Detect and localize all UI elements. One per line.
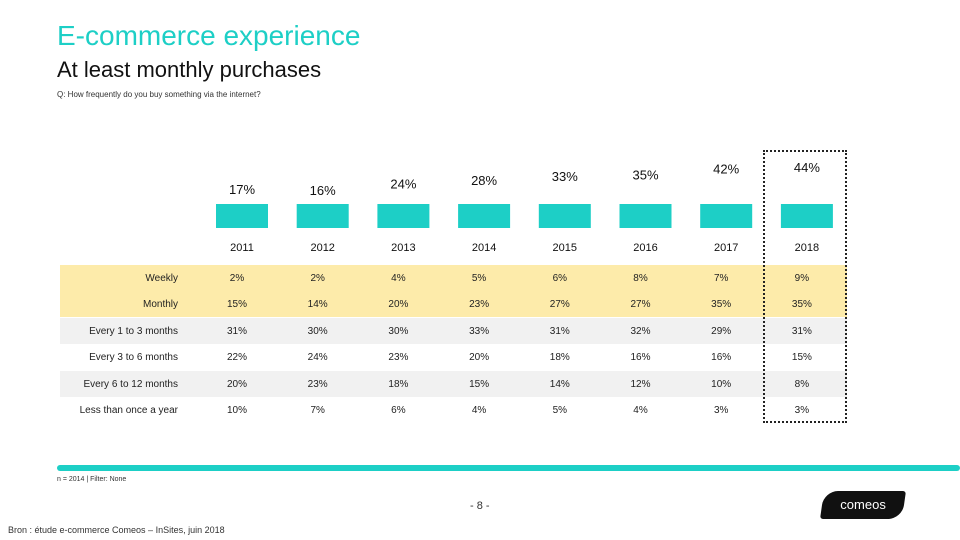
table-cell: 31% <box>549 325 570 337</box>
table-cell: 18% <box>388 378 409 390</box>
survey-question: Q: How frequently do you buy something v… <box>57 90 261 99</box>
table-cell: 8% <box>794 378 810 390</box>
table-cell: 15% <box>791 352 812 364</box>
table-cell: 14% <box>549 378 570 390</box>
year-label-2018: 2018 <box>795 242 819 254</box>
table-cell: 16% <box>630 352 651 364</box>
source-note: Bron : étude e-commerce Comeos – InSites… <box>8 525 225 535</box>
bar-value-label-2016: 35% <box>632 167 658 182</box>
table-cell: 3% <box>794 405 810 416</box>
table-cell: 7% <box>310 405 325 416</box>
bar-2017 <box>700 204 753 228</box>
footer-divider <box>57 465 960 471</box>
table-cell: 31% <box>791 325 812 337</box>
table-cell: 5% <box>471 273 487 284</box>
year-label-2011: 2011 <box>230 242 254 254</box>
row-label: Every 1 to 3 months <box>89 325 178 337</box>
bar-2016 <box>619 204 672 228</box>
table-cell: 20% <box>388 299 409 311</box>
table-cell: 4% <box>391 273 406 284</box>
bar-value-label-2018: 44% <box>794 160 820 175</box>
table-row <box>60 370 847 397</box>
bar-value-label-2013: 24% <box>390 176 416 191</box>
row-label: Every 6 to 12 months <box>83 378 179 390</box>
row-label: Every 3 to 6 months <box>89 352 178 364</box>
table-cell: 23% <box>388 352 409 364</box>
table-cell: 10% <box>711 378 732 390</box>
highlight-2018-box <box>763 150 847 423</box>
table-cell: 33% <box>469 325 490 337</box>
table-cell: 10% <box>226 405 248 416</box>
table-cell: 6% <box>552 273 568 284</box>
year-label-2017: 2017 <box>714 242 738 254</box>
table-cell: 9% <box>794 273 810 284</box>
row-label: Weekly <box>145 273 178 284</box>
table-cell: 35% <box>711 299 732 311</box>
bar-value-label-2017: 42% <box>713 162 739 177</box>
page-title: E-commerce experience <box>57 20 361 51</box>
table-cell: 27% <box>630 299 651 311</box>
table-cell: 7% <box>713 273 729 284</box>
bar-value-label-2011: 17% <box>229 182 255 197</box>
table-cell: 32% <box>630 325 651 337</box>
bar-2011 <box>216 204 268 228</box>
table-cell: 30% <box>307 325 328 337</box>
year-label-2014: 2014 <box>472 242 496 254</box>
table-cell: 15% <box>469 378 490 390</box>
bar-value-label-2014: 28% <box>471 173 497 188</box>
table-cell: 30% <box>388 325 409 337</box>
table-row <box>60 344 847 371</box>
table-cell: 2% <box>310 273 325 284</box>
year-label-2016: 2016 <box>633 242 657 254</box>
table-cell: 14% <box>307 299 328 311</box>
year-label-2015: 2015 <box>553 242 577 254</box>
table-cell: 29% <box>711 325 732 337</box>
table-cell: 8% <box>633 273 648 284</box>
table-cell: 27% <box>549 299 570 311</box>
table-row <box>60 317 847 344</box>
table-cell: 20% <box>226 378 248 390</box>
table-cell: 4% <box>471 405 487 416</box>
bar-value-label-2012: 16% <box>310 183 336 198</box>
bar-2018 <box>780 204 833 228</box>
table-row <box>60 265 847 291</box>
table-cell: 24% <box>307 352 328 364</box>
page-subtitle: At least monthly purchases <box>57 57 322 82</box>
bar-2015 <box>538 204 591 228</box>
table-row <box>60 397 847 423</box>
bar-value-label-2015: 33% <box>552 169 578 184</box>
row-label: Monthly <box>142 299 178 311</box>
table-cell: 16% <box>711 352 732 364</box>
logo-text: comeos <box>840 497 886 512</box>
year-label-2013: 2013 <box>391 242 415 254</box>
page-number: - 8 - <box>470 500 490 512</box>
table-cell: 2% <box>229 273 245 284</box>
table-cell: 12% <box>630 378 651 390</box>
table-cell: 18% <box>549 352 570 364</box>
bar-2014 <box>458 204 511 228</box>
table-cell: 35% <box>791 299 812 311</box>
table-cell: 6% <box>391 405 406 416</box>
table-cell: 22% <box>226 352 248 364</box>
year-label-2012: 2012 <box>310 242 334 254</box>
table-cell: 23% <box>469 299 490 311</box>
bar-2012 <box>296 204 349 228</box>
footnote: n = 2014 | Filter: None <box>57 476 127 483</box>
table-cell: 15% <box>226 299 248 311</box>
table-cell: 31% <box>226 325 248 337</box>
comeos-logo: comeos <box>820 491 906 519</box>
table-cell: 5% <box>552 405 568 416</box>
row-label: Less than once a year <box>79 405 178 416</box>
table-cell: 4% <box>633 405 648 416</box>
bar-2013 <box>377 204 430 228</box>
table-cell: 20% <box>469 352 490 364</box>
table-row <box>60 291 847 318</box>
table-cell: 3% <box>713 405 729 416</box>
table-cell: 23% <box>307 378 328 390</box>
